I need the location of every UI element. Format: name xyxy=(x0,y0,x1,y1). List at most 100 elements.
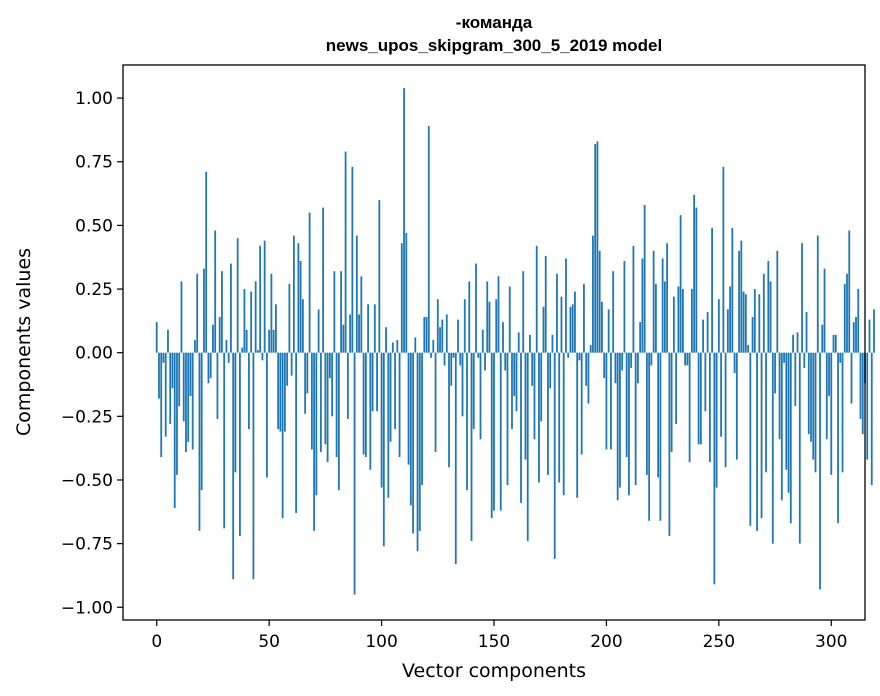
bar-137 xyxy=(463,299,466,353)
bar-38 xyxy=(241,347,244,353)
bar-147 xyxy=(486,281,489,353)
bar-107 xyxy=(396,339,399,353)
bar-276 xyxy=(776,250,779,353)
bar-235 xyxy=(684,352,687,366)
bar-265 xyxy=(751,317,754,353)
bar-239 xyxy=(693,194,696,353)
bar-176 xyxy=(551,334,554,353)
bar-200 xyxy=(605,352,608,450)
bar-94 xyxy=(367,304,369,353)
bar-12 xyxy=(182,352,185,422)
bar-81 xyxy=(337,352,340,491)
bar-89 xyxy=(355,235,358,353)
x-tick-label-5: 250 xyxy=(703,632,735,652)
bar-319 xyxy=(873,309,875,353)
bar-118 xyxy=(421,352,423,486)
bar-253 xyxy=(724,352,727,468)
bar-17 xyxy=(194,339,196,353)
bar-112 xyxy=(407,352,410,465)
bar-224 xyxy=(659,352,662,521)
bar-83 xyxy=(342,324,345,353)
y-axis-ticks: −1.00 −0.75 −0.50 −0.25 0.00 0.25 0.50 0.75 1.00 xyxy=(61,89,123,618)
bar-126 xyxy=(439,327,441,353)
bar-186 xyxy=(574,291,576,353)
bar-240 xyxy=(695,207,698,353)
bar-283 xyxy=(792,334,794,353)
bar-76 xyxy=(326,352,329,463)
bar-220 xyxy=(650,352,653,366)
bar-16 xyxy=(191,352,194,450)
bar-318 xyxy=(870,352,873,486)
bar-2 xyxy=(160,352,163,458)
bar-212 xyxy=(632,245,635,353)
bar-169 xyxy=(535,245,538,353)
bar-297 xyxy=(823,268,826,353)
bar-93 xyxy=(364,352,367,458)
bar-23 xyxy=(207,352,210,384)
bar-305 xyxy=(841,352,844,473)
bar-300 xyxy=(830,352,833,475)
bar-14 xyxy=(187,352,190,442)
x-tick-label-2: 100 xyxy=(365,632,397,652)
bar-232 xyxy=(677,286,680,353)
bar-238 xyxy=(690,289,693,353)
bar-284 xyxy=(794,352,797,407)
bar-301 xyxy=(832,334,835,353)
y-tick-label-3: −0.25 xyxy=(61,407,113,427)
bar-299 xyxy=(828,352,830,396)
bar-309 xyxy=(850,352,853,404)
bar-264 xyxy=(749,352,752,526)
bar-68 xyxy=(308,212,311,353)
bar-252 xyxy=(722,166,725,353)
bar-154 xyxy=(502,322,504,353)
bar-40 xyxy=(245,329,248,353)
bar-216 xyxy=(641,258,644,353)
bar-271 xyxy=(765,352,767,473)
bar-140 xyxy=(470,352,473,542)
bar-121 xyxy=(427,126,430,353)
bar-51 xyxy=(270,273,273,353)
bar-45 xyxy=(257,350,259,353)
bar-75 xyxy=(324,352,327,445)
x-tick-label-6: 300 xyxy=(815,632,847,652)
bar-203 xyxy=(612,271,615,353)
bar-59 xyxy=(288,283,291,353)
bar-289 xyxy=(805,311,808,353)
bar-82 xyxy=(340,271,342,353)
bar-307 xyxy=(846,273,848,353)
bar-138 xyxy=(466,352,468,491)
bar-180 xyxy=(560,296,563,353)
bar-100 xyxy=(380,352,383,488)
bar-150 xyxy=(493,352,495,511)
bar-34 xyxy=(232,352,235,580)
bar-201 xyxy=(607,309,610,353)
bar-136 xyxy=(461,352,464,417)
bar-236 xyxy=(686,352,689,366)
bar-21 xyxy=(203,268,205,353)
bar-193 xyxy=(589,345,592,353)
bar-211 xyxy=(630,352,633,368)
bar-206 xyxy=(619,352,621,488)
bar-209 xyxy=(625,352,628,458)
y-tick-label-6: 0.50 xyxy=(75,216,113,236)
bar-53 xyxy=(275,304,277,353)
bar-31 xyxy=(225,339,228,353)
bar-69 xyxy=(310,352,313,450)
bar-262 xyxy=(744,294,747,353)
x-tick-label-1: 50 xyxy=(258,632,280,652)
bar-293 xyxy=(814,352,817,473)
bar-160 xyxy=(515,352,518,412)
bar-35 xyxy=(234,352,237,473)
bar-116 xyxy=(416,352,419,552)
bar-304 xyxy=(839,352,842,363)
bar-168 xyxy=(533,352,536,440)
bar-167 xyxy=(531,352,534,386)
bar-242 xyxy=(699,352,702,445)
bar-170 xyxy=(538,352,540,483)
bar-292 xyxy=(812,352,815,460)
bar-84 xyxy=(344,151,347,353)
bar-95 xyxy=(369,352,372,470)
bar-191 xyxy=(585,352,588,386)
bar-281 xyxy=(787,352,790,493)
